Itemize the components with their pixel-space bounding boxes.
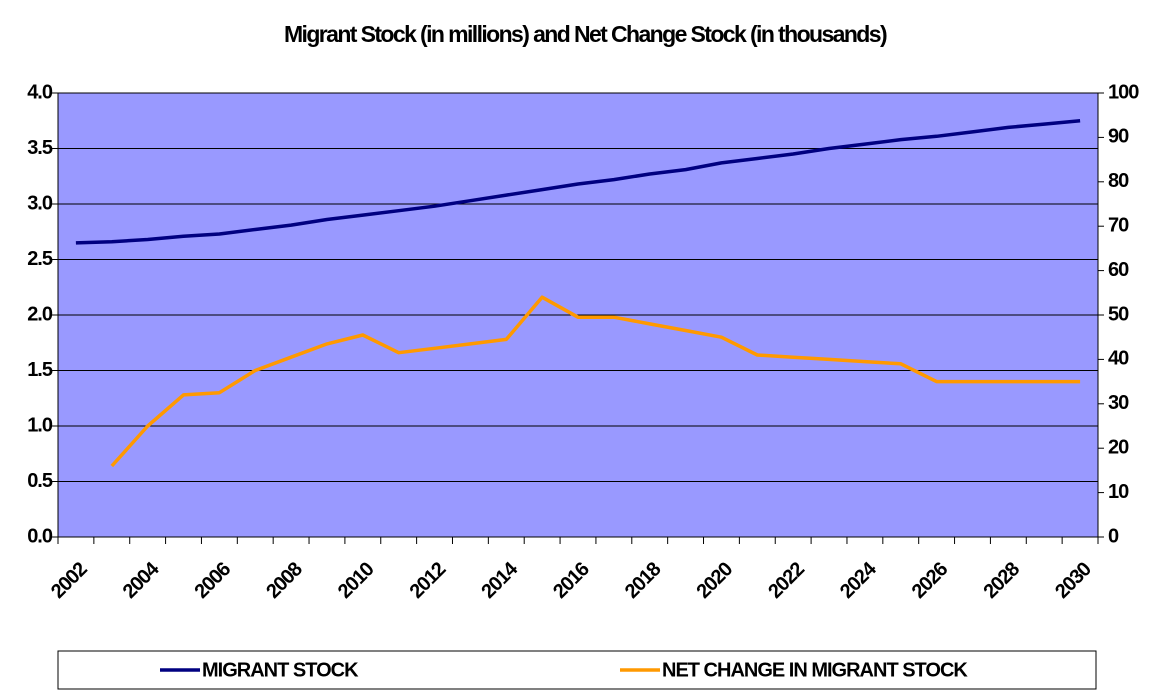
y2-tick-label: 50	[1108, 303, 1129, 325]
x-tick-label: 2030	[1051, 558, 1096, 603]
y2-tick-label: 60	[1108, 259, 1129, 281]
x-tick-label: 2012	[406, 558, 451, 603]
x-tick-label: 2014	[477, 557, 523, 603]
y2-tick-label: 30	[1108, 392, 1129, 414]
x-tick-label: 2006	[190, 558, 235, 603]
y-tick-label: 1.5	[27, 359, 53, 381]
x-tick-label: 2022	[764, 558, 809, 603]
y-tick-label: 0.5	[27, 470, 53, 492]
y2-tick-label: 100	[1108, 81, 1139, 103]
y-tick-label: 3.0	[27, 192, 53, 214]
x-tick-label: 2008	[262, 558, 307, 603]
x-tick-label: 2010	[334, 558, 379, 603]
legend-box	[57, 650, 1097, 690]
x-tick-label: 2002	[47, 558, 92, 603]
y-tick-label: 2.5	[27, 248, 53, 270]
y-tick-label: 0.0	[27, 525, 53, 547]
y2-tick-label: 0	[1108, 525, 1119, 547]
x-tick-label: 2016	[549, 558, 594, 603]
y-tick-label: 2.0	[27, 303, 53, 325]
x-tick-label: 2026	[908, 558, 953, 603]
y2-tick-label: 90	[1108, 126, 1129, 148]
legend-label: MIGRANT STOCK	[202, 659, 359, 681]
y-tick-label: 1.0	[27, 414, 53, 436]
x-tick-label: 2018	[621, 558, 666, 603]
x-tick-label: 2024	[836, 557, 882, 603]
y2-tick-label: 80	[1108, 170, 1129, 192]
legend-label: NET CHANGE IN MIGRANT STOCK	[662, 659, 968, 681]
x-tick-label: 2004	[119, 557, 165, 603]
chart-title: Migrant Stock (in millions) and Net Chan…	[284, 21, 887, 47]
x-tick-label: 2028	[979, 558, 1024, 603]
x-tick-label: 2020	[693, 558, 738, 603]
y2-tick-label: 20	[1108, 436, 1129, 458]
series-line	[110, 295, 1081, 468]
y2-tick-label: 70	[1108, 214, 1129, 236]
y-tick-label: 4.0	[27, 81, 53, 103]
y2-tick-label: 10	[1108, 481, 1129, 503]
y2-tick-label: 40	[1108, 348, 1129, 370]
y-tick-label: 3.5	[27, 137, 53, 159]
series-line	[75, 119, 1081, 245]
